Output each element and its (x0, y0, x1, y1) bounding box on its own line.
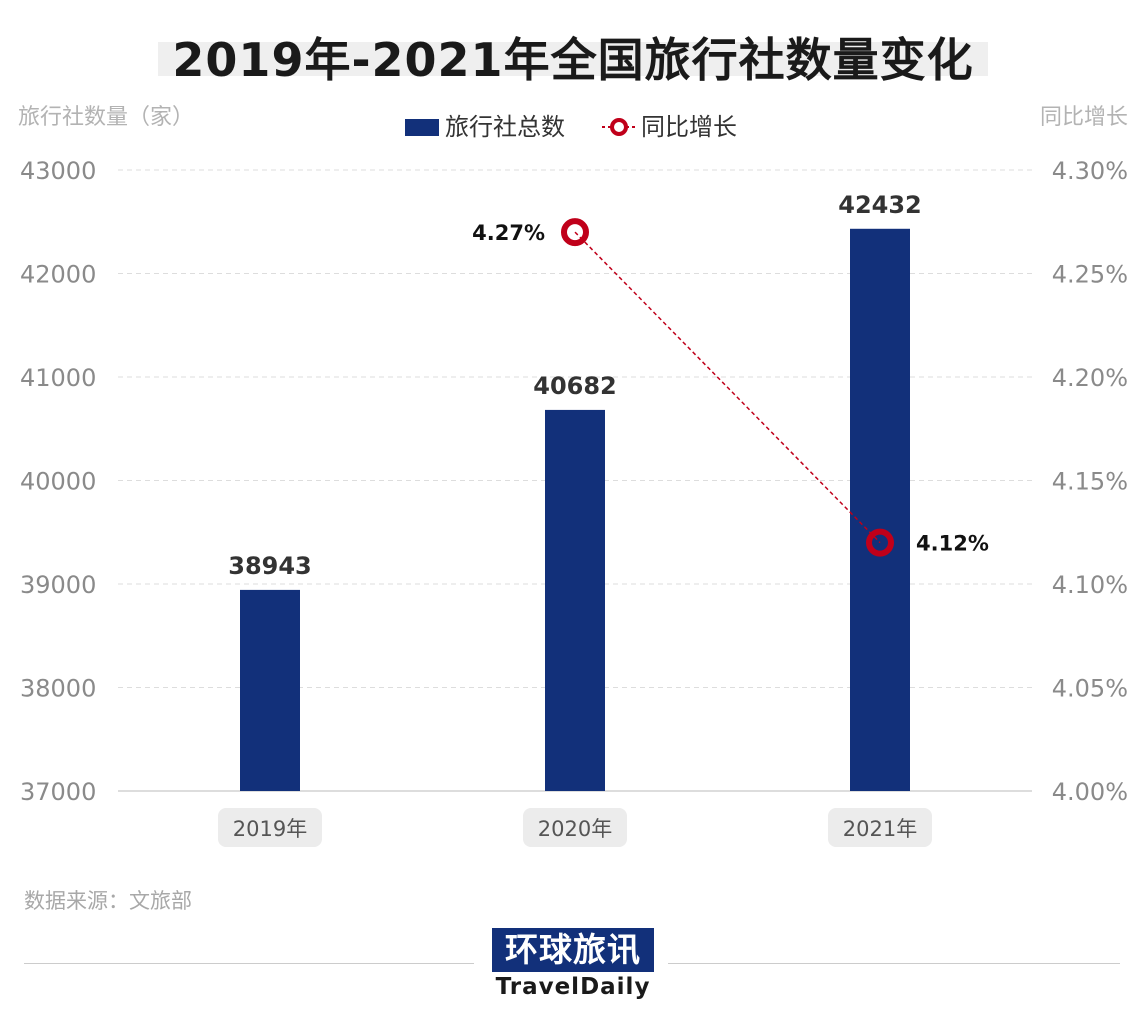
left-tick-label: 39000 (20, 571, 96, 599)
brand-logo-subtitle: TravelDaily (495, 974, 651, 1000)
category-label-bg (828, 808, 932, 847)
bar (545, 409, 605, 791)
left-tick-label: 42000 (20, 261, 96, 289)
right-tick-label: 4.00% (1052, 778, 1128, 806)
right-axis-ticks: 4.30% 4.25% 4.20% 4.15% 4.10% 4.05% 4.00% (1052, 157, 1128, 806)
left-tick-label: 41000 (20, 364, 96, 392)
left-tick-label: 37000 (20, 778, 96, 806)
right-tick-label: 4.15% (1052, 468, 1128, 496)
right-axis-title: 同比增长 (1040, 105, 1128, 130)
right-tick-label: 4.30% (1052, 157, 1128, 185)
right-tick-label: 4.05% (1052, 675, 1128, 703)
growth-point (866, 528, 894, 557)
data-source: 数据来源：文旅部 (24, 889, 192, 913)
growth-value-label: 4.27% (472, 221, 545, 245)
left-axis-title: 旅行社数量（家） (18, 105, 194, 130)
right-tick-label: 4.10% (1052, 571, 1128, 599)
bar-value-label: 38943 (228, 552, 312, 580)
chart-title: 2019年-2021年全国旅行社数量变化 (172, 33, 974, 87)
right-tick-label: 4.20% (1052, 364, 1128, 392)
left-axis-ticks: 43000 42000 41000 40000 39000 38000 37000 (20, 157, 96, 806)
legend-bar-swatch (405, 119, 439, 136)
left-tick-label: 40000 (20, 468, 96, 496)
brand-logo: 环球旅讯 (492, 928, 654, 972)
left-tick-label: 38000 (20, 675, 96, 703)
bar-value-label: 40682 (533, 372, 617, 400)
bar-value-label: 42432 (838, 191, 922, 219)
legend-bar-label: 旅行社总数 (445, 113, 565, 141)
footer-divider-right (668, 963, 1120, 964)
legend-line-label: 同比增长 (641, 113, 737, 141)
category-label: 2021年 (843, 817, 917, 841)
bar-series: 38943 40682 42432 (228, 191, 922, 792)
bar (850, 228, 910, 792)
legend: 旅行社总数 同比增长 (405, 113, 737, 141)
category-label: 2020年 (538, 817, 612, 841)
footer-divider-left (24, 963, 474, 964)
category-label-bg (218, 808, 322, 847)
right-tick-label: 4.25% (1052, 261, 1128, 289)
growth-line-segment (574, 231, 881, 544)
title-highlight (158, 42, 988, 76)
left-tick-label: 43000 (20, 157, 96, 185)
growth-point (561, 218, 589, 247)
category-label-bg (523, 808, 627, 847)
category-label: 2019年 (233, 817, 307, 841)
legend-marker-icon (610, 118, 628, 136)
category-axis: 2019年 2020年 2021年 (218, 808, 932, 847)
growth-value-label: 4.12% (916, 532, 989, 556)
bar (240, 589, 300, 791)
line-series: 4.27% 4.12% (472, 218, 989, 557)
